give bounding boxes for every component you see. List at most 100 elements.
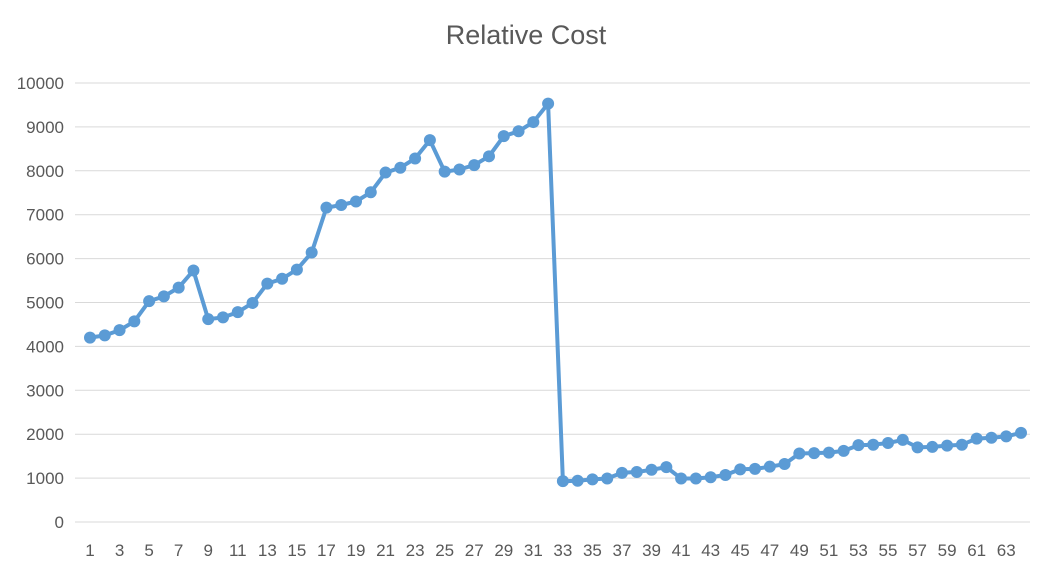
x-axis-tick-labels: 1 3 5 7 9 11 13 15 17 19 21 23 25 27 29 31 33 35 37 39 41 43 4… <box>85 541 1015 560</box>
data-point <box>128 315 141 328</box>
data-point <box>438 165 451 178</box>
data-point <box>231 306 244 319</box>
data-point <box>689 472 702 485</box>
x-tick-label: 21 <box>376 541 395 560</box>
x-tick-label: 27 <box>465 541 484 560</box>
x-tick-label: 11 <box>229 541 247 560</box>
chart-title: Relative Cost <box>446 20 607 50</box>
x-tick-label: 57 <box>908 541 927 560</box>
data-point <box>527 116 540 129</box>
data-point <box>350 195 362 208</box>
data-point <box>734 463 747 476</box>
data-point <box>955 438 968 451</box>
x-tick-label: 63 <box>997 541 1016 560</box>
x-tick-label: 33 <box>553 541 572 560</box>
data-point <box>468 159 481 172</box>
data-point <box>305 246 318 259</box>
data-point <box>852 439 865 452</box>
data-point <box>423 134 436 147</box>
y-tick-label: 3000 <box>26 381 64 400</box>
data-point <box>394 161 407 174</box>
data-point <box>704 471 717 484</box>
data-point <box>1000 430 1013 443</box>
data-point <box>793 447 806 460</box>
data-point <box>586 473 599 486</box>
data-point <box>276 272 289 285</box>
data-point <box>497 130 510 143</box>
data-point <box>719 469 732 482</box>
x-tick-label: 43 <box>701 541 720 560</box>
y-tick-label: 0 <box>55 513 64 532</box>
x-tick-label: 13 <box>258 541 277 560</box>
x-tick-label: 29 <box>494 541 513 560</box>
x-tick-label: 9 <box>203 541 212 560</box>
x-tick-label: 39 <box>642 541 661 560</box>
y-tick-label: 8000 <box>26 162 64 181</box>
data-point <box>379 166 392 179</box>
data-point <box>113 324 126 337</box>
grid-lines <box>75 82 1030 523</box>
data-point <box>822 446 835 459</box>
data-point <box>763 460 776 473</box>
data-point <box>645 463 658 476</box>
x-tick-label: 23 <box>406 541 425 560</box>
data-point <box>970 432 983 445</box>
x-tick-label: 1 <box>85 541 94 560</box>
data-point <box>202 313 215 326</box>
data-point <box>571 474 584 487</box>
data-point <box>749 462 761 475</box>
data-point <box>98 329 111 342</box>
data-point <box>320 201 333 214</box>
x-tick-label: 19 <box>347 541 366 560</box>
data-point <box>84 331 96 344</box>
data-point <box>985 431 998 444</box>
x-tick-label: 15 <box>287 541 306 560</box>
data-point <box>926 440 939 453</box>
data-point <box>556 475 569 488</box>
x-tick-label: 35 <box>583 541 602 560</box>
data-point <box>290 263 303 276</box>
y-tick-label: 4000 <box>26 337 64 356</box>
data-point <box>364 186 377 199</box>
x-tick-label: 61 <box>967 541 986 560</box>
data-point <box>911 441 924 454</box>
data-point <box>660 461 673 474</box>
y-tick-label: 5000 <box>26 294 64 313</box>
data-point <box>808 447 821 460</box>
series-line <box>88 101 1023 484</box>
data-point <box>778 458 791 471</box>
data-point <box>837 444 850 457</box>
y-tick-label: 10000 <box>17 74 64 93</box>
data-point <box>246 296 259 309</box>
x-tick-label: 25 <box>435 541 454 560</box>
x-tick-label: 3 <box>115 541 124 560</box>
y-axis-tick-labels: 0 1000 2000 3000 4000 5000 6000 7000 8000 9000 100… <box>17 74 64 532</box>
data-point <box>542 97 555 110</box>
x-tick-label: 55 <box>879 541 898 560</box>
x-tick-label: 41 <box>672 541 691 560</box>
x-tick-label: 45 <box>731 541 750 560</box>
data-point <box>157 290 170 303</box>
data-point <box>335 199 348 212</box>
x-tick-label: 37 <box>613 541 632 560</box>
y-tick-label: 9000 <box>26 118 64 137</box>
y-tick-label: 1000 <box>26 469 64 488</box>
data-point <box>217 311 229 324</box>
x-tick-label: 53 <box>849 541 868 560</box>
x-tick-label: 47 <box>760 541 779 560</box>
data-point <box>630 465 643 478</box>
data-point <box>172 281 185 294</box>
data-point <box>453 163 466 176</box>
data-point <box>409 152 422 165</box>
x-tick-label: 17 <box>317 541 336 560</box>
data-point <box>867 438 880 451</box>
data-point <box>261 277 274 290</box>
data-point <box>941 439 954 452</box>
series-layer <box>84 97 1027 488</box>
y-tick-label: 7000 <box>26 206 64 225</box>
x-tick-label: 59 <box>938 541 957 560</box>
x-tick-label: 49 <box>790 541 809 560</box>
data-point <box>143 295 156 308</box>
